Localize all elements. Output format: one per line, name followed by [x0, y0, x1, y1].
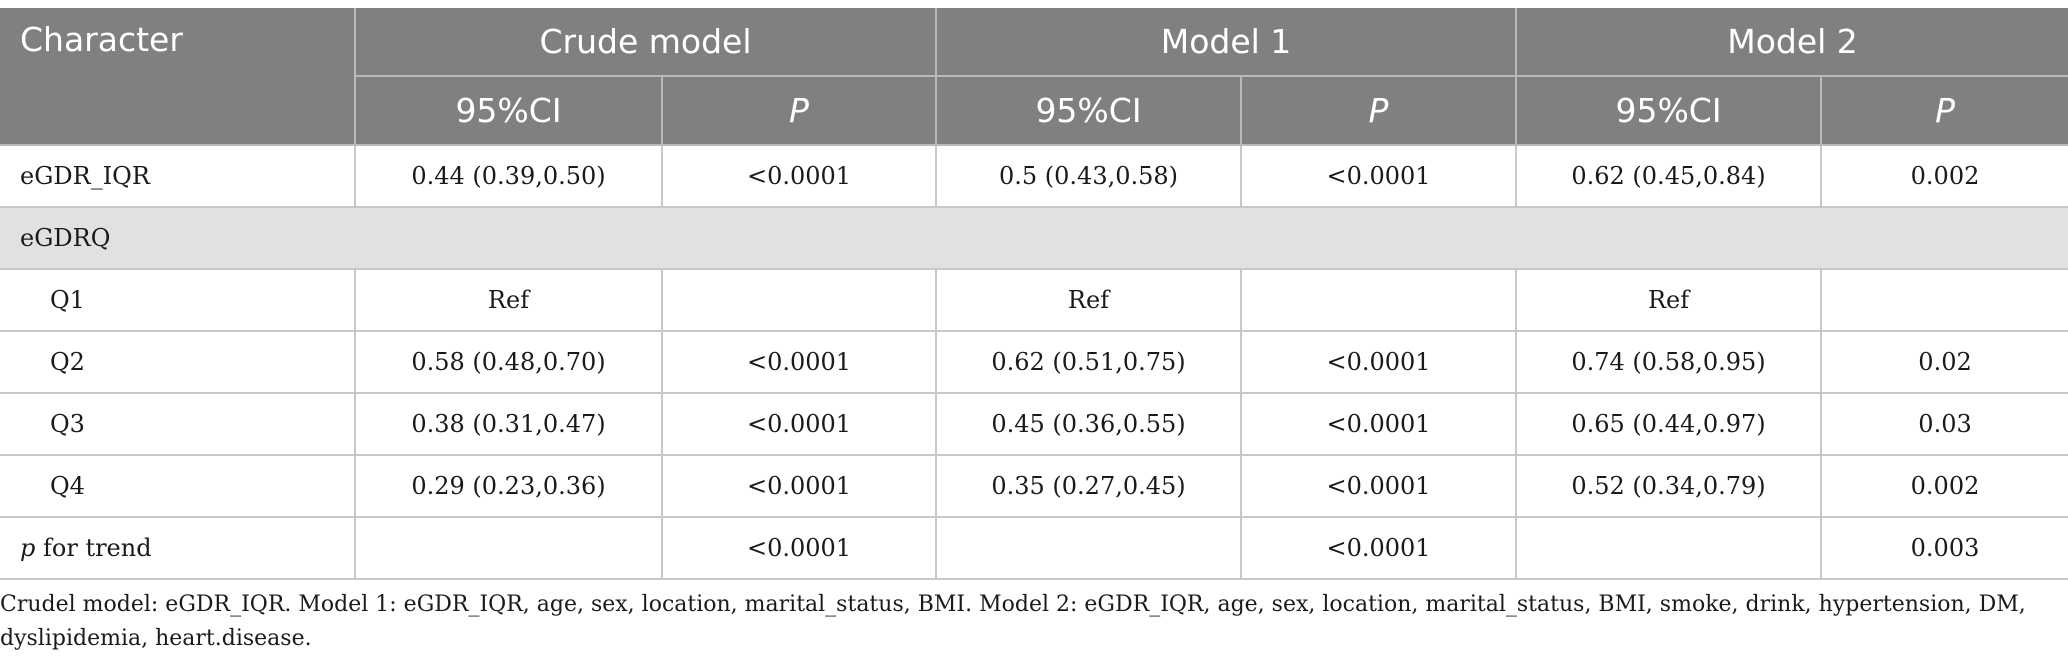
header-row-models: Character Crude model Model 1 Model 2 — [0, 8, 2068, 146]
header-model-1: Model 1 — [936, 8, 1518, 77]
results-table: Character Crude model Model 1 Model 2 95… — [0, 8, 2068, 580]
row-label: Q4 — [0, 455, 356, 518]
table-cell: <0.0001 — [1241, 331, 1518, 394]
table-row: Q1 Ref Ref Ref — [0, 269, 2068, 332]
table-cell: 0.74 (0.58,0.95) — [1516, 331, 1823, 394]
table-cell: <0.0001 — [662, 455, 937, 518]
table-cell: <0.0001 — [662, 393, 937, 456]
header-model2-p: P — [1821, 76, 2068, 146]
results-table-container: Character Crude model Model 1 Model 2 95… — [0, 8, 2068, 580]
table-cell — [355, 517, 663, 580]
row-label: eGDR_IQR — [0, 145, 356, 208]
table-cell: <0.0001 — [1241, 455, 1518, 518]
table-cell — [1821, 269, 2068, 332]
table-cell: 0.44 (0.39,0.50) — [355, 145, 663, 208]
table-cell: 0.002 — [1821, 455, 2068, 518]
table-cell: 0.29 (0.23,0.36) — [355, 455, 663, 518]
table-cell: <0.0001 — [1241, 145, 1518, 208]
table-cell: 0.003 — [1821, 517, 2068, 580]
table-row: Q4 0.29 (0.23,0.36) <0.0001 0.35 (0.27,0… — [0, 455, 2068, 518]
table-cell: 0.65 (0.44,0.97) — [1516, 393, 1823, 456]
table-footnote: Crudel model: eGDR_IQR. Model 1: eGDR_IQ… — [0, 592, 2026, 651]
table-cell: <0.0001 — [662, 331, 937, 394]
table-cell: <0.0001 — [1241, 393, 1518, 456]
table-cell: Ref — [1516, 269, 1823, 332]
table-cell: 0.62 (0.45,0.84) — [1516, 145, 1823, 208]
table-cell: 0.5 (0.43,0.58) — [936, 145, 1242, 208]
table-row: Q3 0.38 (0.31,0.47) <0.0001 0.45 (0.36,0… — [0, 393, 2068, 456]
group-row: eGDRQ — [0, 207, 2068, 270]
header-crude-p: P — [662, 76, 937, 146]
table-cell: 0.38 (0.31,0.47) — [355, 393, 663, 456]
header-model1-ci: 95%CI — [936, 76, 1242, 146]
table-cell: 0.002 — [1821, 145, 2068, 208]
table-cell: <0.0001 — [1241, 517, 1518, 580]
group-label: eGDRQ — [0, 207, 2068, 270]
row-label-trend: p for trend — [0, 517, 356, 580]
table-row: p for trend <0.0001 <0.0001 0.003 — [0, 517, 2068, 580]
table-cell: 0.58 (0.48,0.70) — [355, 331, 663, 394]
trend-label-p: p — [20, 534, 36, 562]
table-cell: 0.02 — [1821, 331, 2068, 394]
header-crude-ci: 95%CI — [355, 76, 663, 146]
table-header: Character Crude model Model 1 Model 2 95… — [0, 8, 2068, 146]
table-row: eGDR_IQR 0.44 (0.39,0.50) <0.0001 0.5 (0… — [0, 145, 2068, 208]
row-label: Q1 — [0, 269, 356, 332]
header-model1-p: P — [1241, 76, 1518, 146]
table-cell: 0.45 (0.36,0.55) — [936, 393, 1242, 456]
table-cell — [1241, 269, 1518, 332]
header-character: Character — [0, 8, 356, 146]
trend-label-rest: for trend — [35, 534, 152, 562]
row-label: Q2 — [0, 331, 356, 394]
table-cell: 0.35 (0.27,0.45) — [936, 455, 1242, 518]
header-row-metrics: 95%CI P 95%CI P 95%CI P — [0, 76, 2068, 146]
table-cell: 0.03 — [1821, 393, 2068, 456]
header-model2-ci: 95%CI — [1516, 76, 1823, 146]
table-cell: 0.52 (0.34,0.79) — [1516, 455, 1823, 518]
table-cell: 0.62 (0.51,0.75) — [936, 331, 1242, 394]
table-row: Q2 0.58 (0.48,0.70) <0.0001 0.62 (0.51,0… — [0, 331, 2068, 394]
table-cell: Ref — [936, 269, 1242, 332]
table-cell — [1516, 517, 1823, 580]
header-crude-model: Crude model — [355, 8, 937, 77]
header-model-2: Model 2 — [1516, 8, 2068, 77]
table-cell: Ref — [355, 269, 663, 332]
table-cell: <0.0001 — [662, 517, 937, 580]
table-cell — [662, 269, 937, 332]
row-label: Q3 — [0, 393, 356, 456]
table-cell: <0.0001 — [662, 145, 937, 208]
table-cell — [936, 517, 1242, 580]
table-body: eGDR_IQR 0.44 (0.39,0.50) <0.0001 0.5 (0… — [0, 145, 2068, 580]
